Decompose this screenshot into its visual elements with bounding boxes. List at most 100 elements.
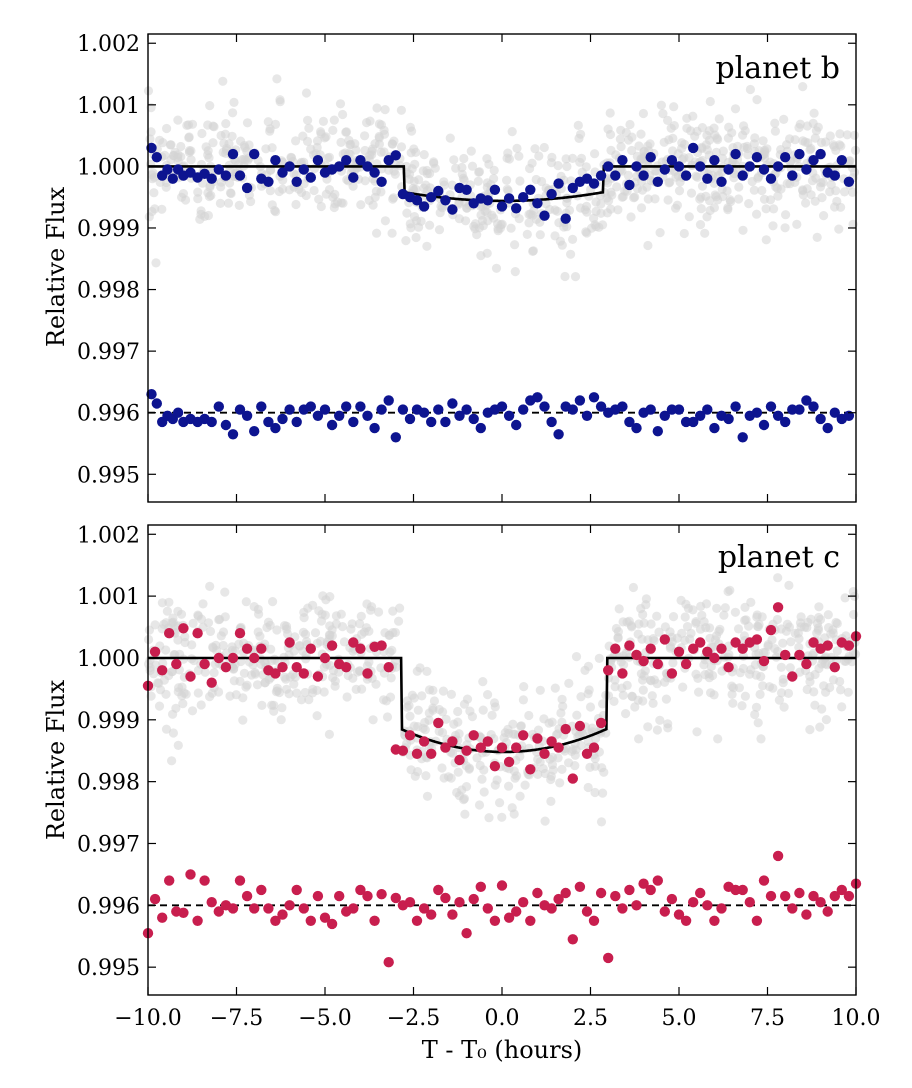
binned-point <box>146 142 157 154</box>
residual-point <box>172 407 184 418</box>
residual-point <box>220 419 232 431</box>
raw-point <box>711 192 721 202</box>
raw-point <box>441 714 451 724</box>
residual-point <box>652 426 663 437</box>
residual-point <box>277 909 288 920</box>
raw-point <box>598 788 608 798</box>
raw-point <box>834 224 844 234</box>
binned-point <box>157 665 168 676</box>
residual-point <box>688 897 699 908</box>
raw-point <box>479 787 489 797</box>
raw-point <box>730 607 741 617</box>
raw-point <box>396 105 406 115</box>
raw-point <box>434 225 445 235</box>
raw-point <box>380 105 390 115</box>
raw-point <box>312 136 323 146</box>
raw-point <box>507 127 517 137</box>
raw-point <box>514 151 524 161</box>
raw-point <box>810 196 820 206</box>
raw-point <box>385 647 395 657</box>
raw-point <box>157 204 167 214</box>
binned-point <box>567 773 578 784</box>
residual-point <box>518 897 529 908</box>
raw-point <box>750 660 761 670</box>
raw-point <box>394 616 404 626</box>
raw-point <box>778 638 788 648</box>
raw-point <box>840 593 850 603</box>
raw-point <box>176 141 186 152</box>
raw-point <box>254 609 264 619</box>
raw-point <box>218 76 228 86</box>
binned-point <box>638 655 649 667</box>
raw-point <box>821 715 832 725</box>
raw-point <box>173 606 183 616</box>
raw-point <box>323 153 333 163</box>
binned-point <box>532 198 543 209</box>
binned-point <box>709 652 720 664</box>
residual-point <box>631 900 642 911</box>
residual-point <box>227 429 239 440</box>
axes-layer: 0.995 0.996 0.997 0.998 0.999 1.000 1.001 1.002 <box>77 32 857 503</box>
binned-point <box>249 148 260 160</box>
raw-point <box>462 203 472 213</box>
raw-point <box>794 634 804 644</box>
raw-point <box>413 705 423 715</box>
raw-point <box>676 595 686 606</box>
raw-point <box>406 765 416 775</box>
raw-point <box>645 139 655 149</box>
raw-point <box>389 166 399 176</box>
raw-point <box>661 694 672 704</box>
residual-point <box>298 903 309 914</box>
raw-point <box>849 609 859 620</box>
raw-point <box>409 721 419 731</box>
raw-point <box>255 631 265 641</box>
raw-point <box>215 198 225 208</box>
binned-point <box>772 602 784 613</box>
residual-point <box>688 416 699 428</box>
raw-point <box>291 199 301 210</box>
raw-point <box>658 109 668 119</box>
raw-point <box>813 122 823 132</box>
raw-point <box>319 687 329 697</box>
residual-point <box>206 897 217 908</box>
raw-point <box>559 222 569 232</box>
residual-point <box>355 884 366 896</box>
raw-point <box>387 228 397 238</box>
residual-point <box>709 915 720 926</box>
raw-point <box>467 161 478 171</box>
residual-point <box>404 897 416 908</box>
binned-point <box>206 677 217 688</box>
residual-point <box>376 889 387 900</box>
raw-point <box>680 612 690 622</box>
raw-point <box>409 693 419 703</box>
binned-point <box>305 643 316 654</box>
raw-point <box>196 209 206 219</box>
raw-point <box>837 702 847 712</box>
raw-point <box>539 714 549 724</box>
raw-point <box>796 612 806 622</box>
raw-point <box>776 662 787 672</box>
binned-point <box>162 164 173 175</box>
y-tick-label: 1.000 <box>77 647 140 672</box>
raw-point <box>478 677 488 687</box>
residual-point <box>680 915 692 926</box>
residual-point <box>567 404 578 415</box>
raw-point <box>374 607 384 617</box>
residual-point <box>468 413 479 425</box>
raw-point <box>353 667 363 677</box>
raw-point <box>428 705 438 715</box>
raw-point <box>342 692 352 702</box>
binned-point <box>815 148 826 160</box>
residual-point <box>213 401 224 412</box>
residual-point <box>312 410 324 421</box>
raw-point <box>715 624 725 634</box>
raw-point <box>257 700 267 711</box>
raw-point <box>596 817 607 827</box>
raw-point <box>701 623 711 633</box>
y-tick-label: 0.998 <box>77 771 140 796</box>
binned-point <box>680 170 692 181</box>
raw-point <box>216 631 226 641</box>
raw-point <box>743 150 753 160</box>
raw-point <box>718 146 728 156</box>
raw-point <box>382 712 393 722</box>
